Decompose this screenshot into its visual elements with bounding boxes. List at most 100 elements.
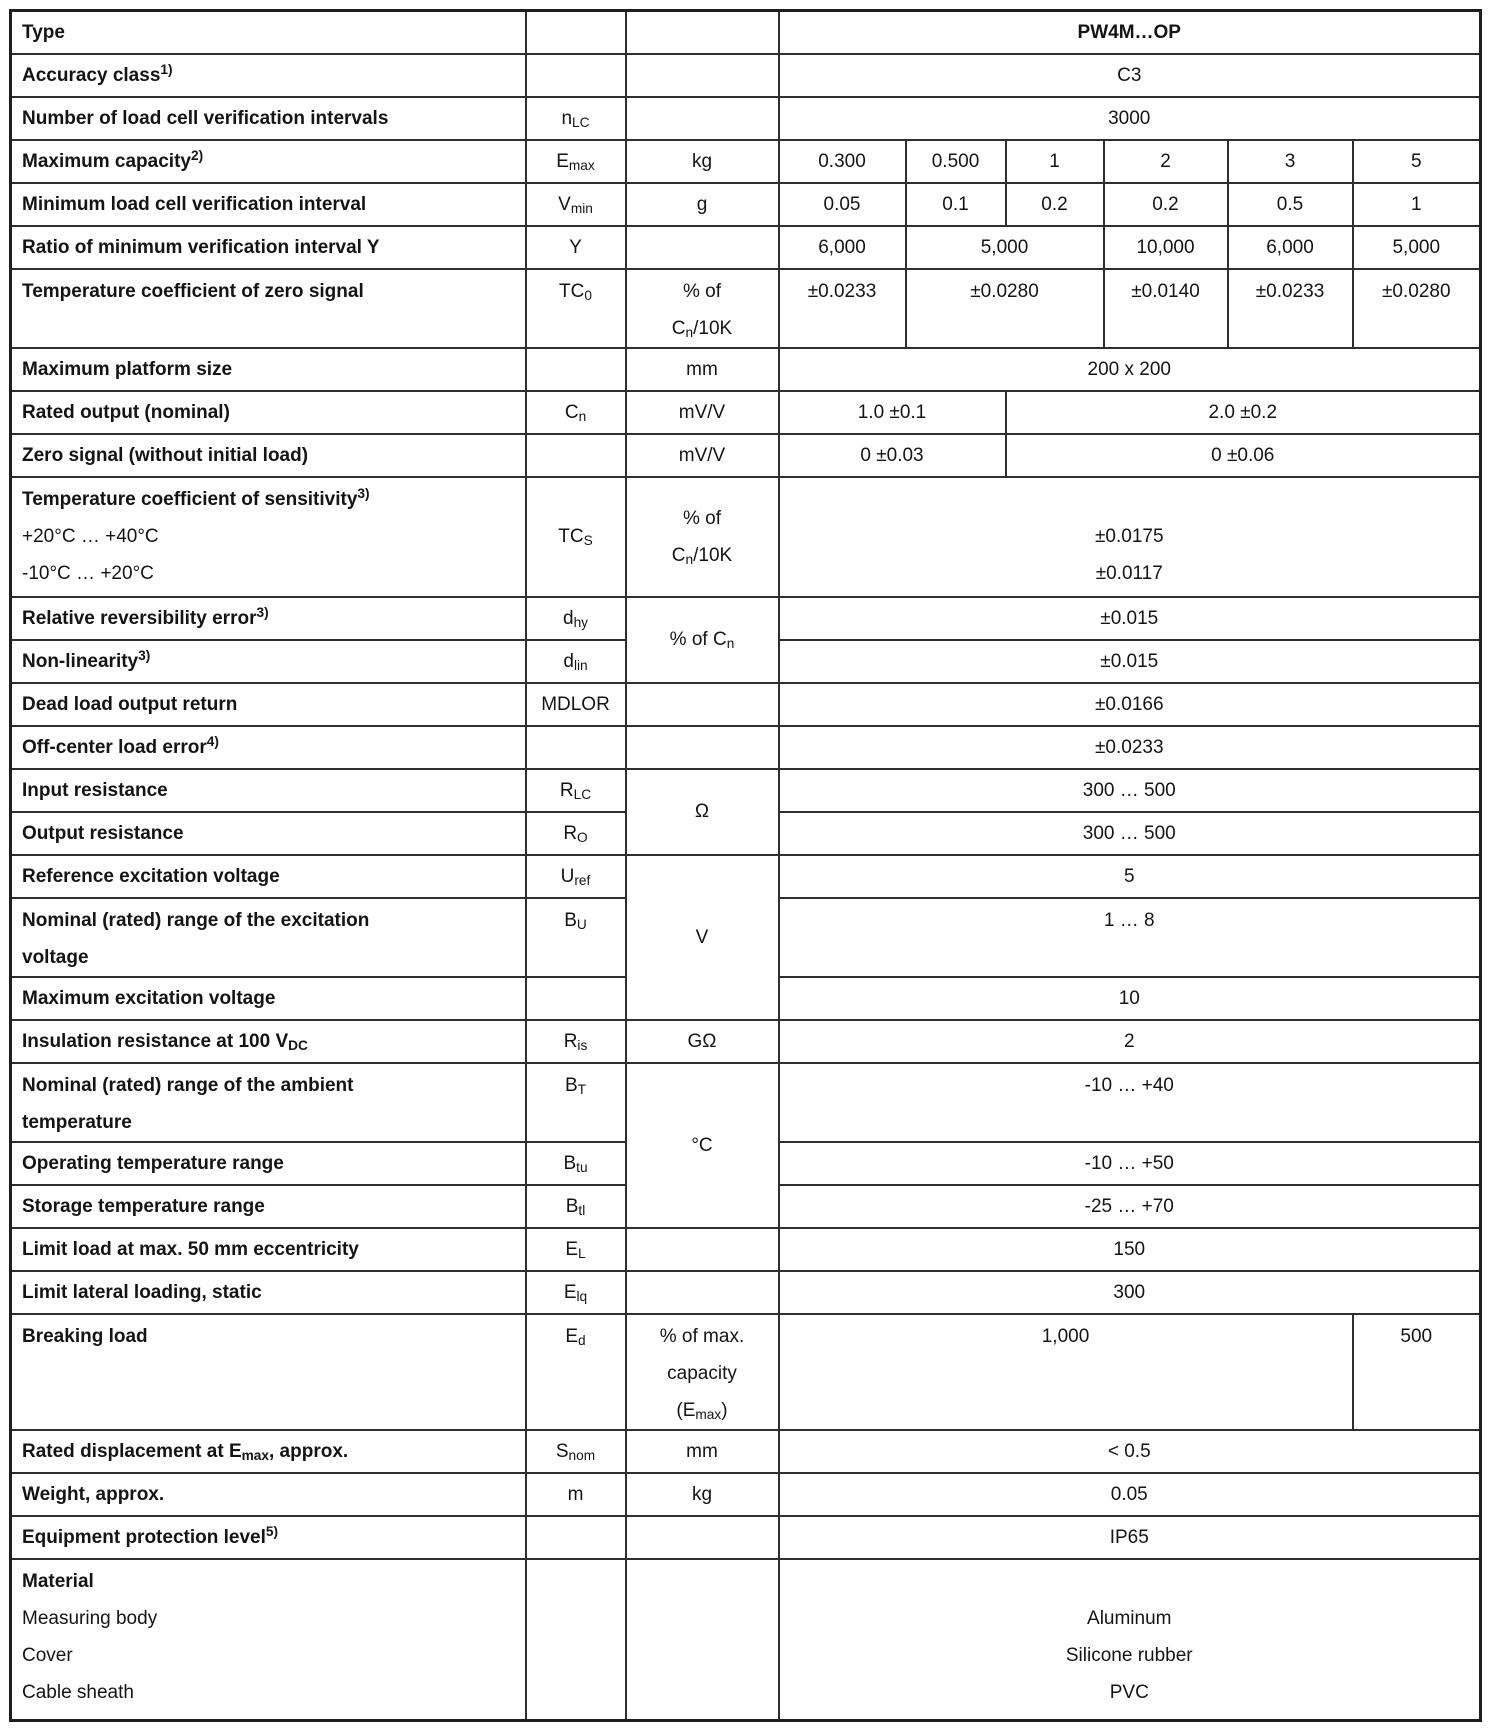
symbol-cell: TCS	[524, 475, 627, 598]
text-segment: 2	[1160, 150, 1171, 172]
spec-row: Dead load output return MDLOR ±0.0166	[9, 681, 1482, 727]
text-segment: max	[695, 1406, 722, 1422]
spec-row: Maximum platform size mm 200 x 200	[9, 346, 1482, 392]
text-segment: ±0.015	[1100, 650, 1159, 672]
cell-line: % of max.	[633, 1318, 772, 1355]
cell-line: Cover	[22, 1637, 519, 1674]
spec-row: Zero signal (without initial load) mV/V 0 …	[9, 432, 1482, 478]
text-segment: Input resistance	[22, 779, 168, 801]
text-segment: R	[563, 822, 578, 844]
param-label-cell: Zero signal (without initial load)	[9, 432, 527, 478]
param-label-cell: Non-linearity3)	[9, 638, 527, 684]
cell-line: temperature	[22, 1104, 519, 1140]
text-segment: Cable sheath	[22, 1681, 134, 1703]
unit-cell: GΩ	[624, 1018, 780, 1064]
text-segment: max	[241, 1447, 269, 1463]
cell-line: voltage	[22, 939, 519, 975]
text-segment: E	[565, 1238, 579, 1260]
cell-line: (Emax)	[633, 1392, 772, 1428]
symbol-cell: BU	[524, 896, 627, 978]
value-cell: ±0.0140	[1102, 267, 1229, 349]
spec-row: Limit lateral loading, static Elq 300	[9, 1269, 1482, 1315]
unit-cell	[624, 1269, 780, 1315]
value-cell: 0.500	[904, 138, 1007, 184]
param-label-cell: Temperature coefficient of zero signal	[9, 267, 527, 349]
text-segment: ±0.0233	[1255, 280, 1325, 302]
cell-line: Silicone rubber	[786, 1637, 1474, 1674]
text-segment: 2.0 ±0.2	[1208, 401, 1278, 423]
text-segment: DC	[288, 1037, 308, 1053]
text-segment: 1	[1410, 193, 1422, 215]
param-label-cell: Minimum load cell verification interval	[9, 181, 527, 227]
spec-table: Type PW4M…OP Accuracy class1) C3 Number of l…	[9, 9, 1483, 1722]
value-cell: 3	[1226, 138, 1354, 184]
symbol-cell: TC0	[524, 267, 627, 349]
unit-cell: % of max. capacity (Emax)	[624, 1312, 780, 1431]
text-segment: % of C	[669, 629, 727, 650]
value-cell: -10 … +50	[777, 1140, 1482, 1186]
param-label-cell: Limit load at max. 50 mm eccentricity	[9, 1226, 527, 1272]
text-segment: Weight, approx.	[22, 1483, 165, 1505]
text-segment: ±0.0140	[1131, 280, 1200, 302]
text-segment: 5,000	[980, 236, 1029, 258]
param-label-cell: Breaking load	[9, 1312, 527, 1431]
text-segment: mV/V	[678, 401, 726, 423]
value-cell: Aluminum Silicone rubber PVC	[777, 1557, 1482, 1722]
text-segment: lin	[573, 657, 588, 673]
spec-row: Operating temperature range Btu -10 … +50	[9, 1140, 1482, 1186]
text-segment: ±0.0280	[1381, 280, 1451, 302]
spec-row: Accuracy class1) C3	[9, 52, 1482, 98]
value-cell: 0.1	[904, 181, 1007, 227]
unit-cell	[624, 724, 780, 770]
value-cell: 6,000	[1226, 224, 1354, 270]
unit-cell: Ω	[624, 767, 780, 856]
text-segment: mm	[686, 358, 718, 380]
cell-line: % of	[633, 500, 772, 537]
spec-row: Temperature coefficient of zero signal TC…	[9, 267, 1482, 349]
text-segment: T	[577, 1081, 587, 1097]
value-cell: 2	[777, 1018, 1482, 1064]
text-segment: Temperature coefficient of zero signal	[22, 280, 364, 302]
spec-row: Temperature coefficient of sensitivity3)…	[9, 475, 1482, 598]
text-segment: -25 … +70	[1084, 1195, 1174, 1217]
param-label-cell: Reference excitation voltage	[9, 853, 527, 899]
text-segment: lq	[576, 1288, 588, 1304]
text-segment: 1,000	[1041, 1325, 1090, 1347]
param-label-cell: Relative reversibility error3)	[9, 595, 527, 641]
text-segment: /10K	[693, 317, 733, 339]
text-segment: 300 … 500	[1082, 779, 1176, 801]
text-segment: 2)	[190, 147, 204, 163]
spec-row: Reference excitation voltage Uref V 5	[9, 853, 1482, 1021]
text-segment: 150	[1113, 1238, 1146, 1260]
cell-line: % of	[633, 273, 772, 310]
text-segment: 0 ±0.06	[1211, 444, 1275, 466]
value-cell: 2.0 ±0.2	[1004, 389, 1482, 435]
cell-line: Nominal (rated) range of the excitation	[22, 902, 519, 939]
value-cell: ±0.0233	[777, 267, 907, 349]
text-segment: Dead load output return	[22, 693, 238, 715]
text-segment: Type	[22, 21, 65, 43]
symbol-cell: RLC	[524, 767, 627, 813]
value-cell: ±0.015	[777, 595, 1482, 641]
text-segment: 0.05	[1110, 1483, 1148, 1505]
unit-cell: °C	[624, 1061, 780, 1229]
symbol-cell: Snom	[524, 1428, 627, 1474]
text-segment: C	[671, 317, 686, 339]
param-label-cell: Nominal (rated) range of the ambient temp…	[9, 1061, 527, 1143]
unit-cell	[624, 52, 780, 98]
text-segment: -10°C … +20°C	[22, 562, 154, 584]
symbol-cell: Cn	[524, 389, 627, 435]
param-label-cell: Maximum excitation voltage	[9, 975, 527, 1021]
spec-row: Insulation resistance at 100 VDC Ris GΩ 2	[9, 1018, 1482, 1064]
text-segment: capacity	[667, 1362, 737, 1384]
text-segment: kg	[691, 1483, 713, 1505]
text-segment: Maximum excitation voltage	[22, 987, 276, 1009]
symbol-cell	[524, 1557, 627, 1722]
value-cell: 1.0 ±0.1	[777, 389, 1007, 435]
text-segment: 300	[1113, 1281, 1146, 1303]
text-segment: Relative reversibility error	[22, 607, 257, 629]
unit-cell: kg	[624, 1471, 780, 1517]
text-segment: 3)	[138, 647, 151, 663]
param-label-cell: Maximum capacity2)	[9, 138, 527, 184]
text-segment: 1	[1049, 150, 1060, 172]
